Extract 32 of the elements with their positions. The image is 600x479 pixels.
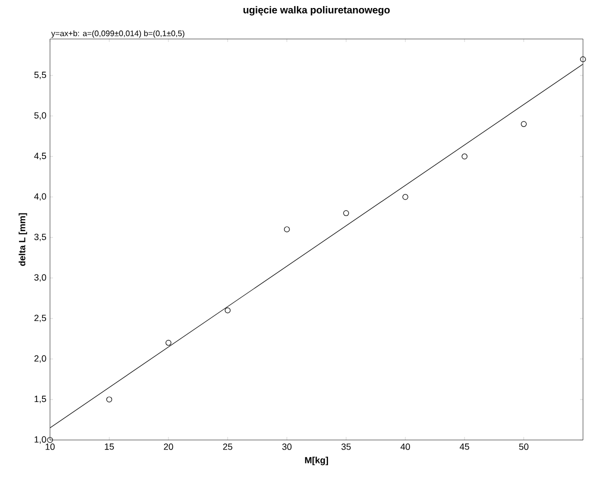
point bbox=[580, 56, 586, 62]
y-tick-label: 4,5 bbox=[34, 152, 46, 160]
y-tick-label: 3,5 bbox=[34, 234, 46, 242]
x-tick-label: 10 bbox=[46, 444, 55, 450]
point bbox=[106, 396, 112, 402]
point bbox=[402, 194, 408, 200]
text: y=ax+b: a=(0,099±0,014) b=(0,1±0,5) bbox=[51, 30, 184, 38]
x-tick-label: 15 bbox=[104, 444, 114, 450]
y-tick-label: 1,5 bbox=[34, 396, 46, 404]
x-tick-label: 30 bbox=[282, 444, 292, 450]
x-tick-label: 35 bbox=[341, 444, 351, 450]
point bbox=[284, 226, 290, 232]
x-tick-label: 40 bbox=[400, 444, 410, 450]
x-tick-label: 50 bbox=[519, 444, 528, 450]
y-tick-label: 1,0 bbox=[34, 436, 46, 444]
x-tick-label: 45 bbox=[460, 444, 470, 450]
y-tick-label: 4,0 bbox=[34, 193, 46, 201]
y-tick-label: 2,0 bbox=[34, 355, 46, 363]
y-tick-label: 3,0 bbox=[34, 274, 46, 282]
x-tick-label: 25 bbox=[223, 444, 232, 450]
point bbox=[520, 121, 527, 127]
point bbox=[166, 340, 172, 346]
x-tick-label: 20 bbox=[164, 444, 174, 450]
point bbox=[343, 210, 350, 216]
chart-title: ugięcie walka poliuretanowego bbox=[244, 6, 390, 16]
y-tick-label: 2,5 bbox=[34, 314, 46, 322]
y-tick-label: 5,0 bbox=[34, 112, 46, 120]
x-axis-title: M[kg] bbox=[305, 456, 328, 466]
y-tick-label: 5,5 bbox=[34, 72, 46, 80]
point bbox=[224, 307, 231, 314]
y-axis-title: delta L [mm] bbox=[18, 213, 28, 266]
point bbox=[462, 154, 468, 160]
